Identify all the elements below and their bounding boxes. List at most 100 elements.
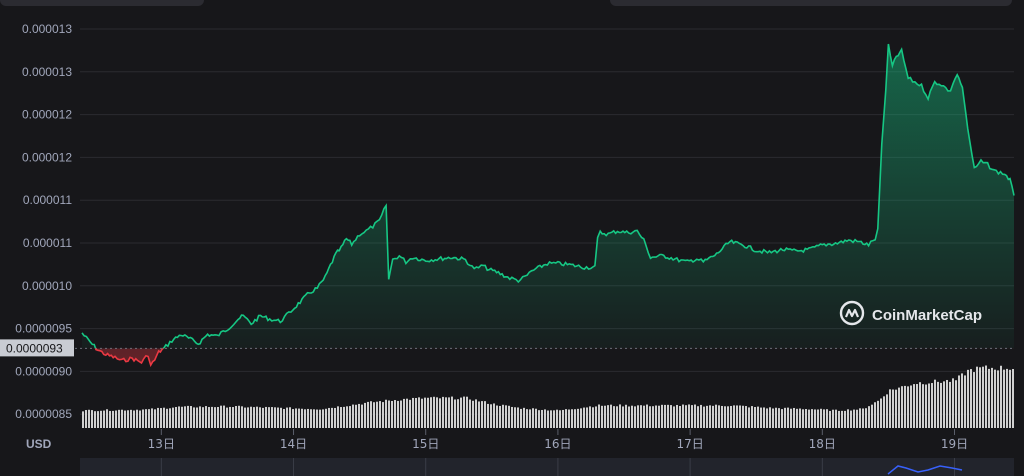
volume-bar bbox=[691, 405, 693, 428]
volume-bar bbox=[349, 406, 351, 428]
volume-bar bbox=[139, 410, 141, 428]
volume-bar bbox=[211, 406, 213, 428]
volume-bar bbox=[406, 398, 408, 428]
volume-bar bbox=[919, 382, 921, 428]
volume-bar bbox=[655, 405, 657, 428]
volume-bar bbox=[751, 406, 753, 428]
volume-bar bbox=[874, 402, 876, 428]
volume-bar bbox=[307, 408, 309, 428]
volume-bar bbox=[340, 407, 342, 428]
volume-bar bbox=[523, 407, 525, 428]
price-area bbox=[82, 44, 1014, 366]
volume-bar bbox=[775, 407, 777, 428]
volume-bar bbox=[871, 404, 873, 428]
volume-bar bbox=[961, 373, 963, 428]
volume-bar bbox=[184, 406, 186, 428]
volume-bar bbox=[832, 409, 834, 428]
volume-bar bbox=[589, 406, 591, 428]
volume-bar bbox=[427, 397, 429, 428]
volume-bar bbox=[133, 410, 135, 428]
volume-bar bbox=[550, 410, 552, 428]
volume-bar bbox=[817, 409, 819, 428]
volume-bar bbox=[493, 403, 495, 428]
volume-bar bbox=[454, 399, 456, 428]
volume-bar bbox=[646, 404, 648, 428]
volume-bar bbox=[613, 406, 615, 428]
volume-bar bbox=[955, 380, 957, 428]
range-tab-strip-right[interactable] bbox=[610, 0, 1012, 6]
volume-bar bbox=[967, 369, 969, 428]
volume-bar bbox=[664, 404, 666, 428]
volume-bar bbox=[574, 409, 576, 428]
volume-bar bbox=[772, 408, 774, 428]
volume-bar bbox=[883, 396, 885, 428]
volume-bar bbox=[931, 383, 933, 428]
volume-bar bbox=[712, 405, 714, 428]
volume-bar bbox=[331, 407, 333, 428]
volume-bar bbox=[994, 369, 996, 428]
volume-bar bbox=[652, 406, 654, 428]
volume-bar bbox=[949, 381, 951, 428]
volume-bar bbox=[103, 410, 105, 428]
volume-bar bbox=[106, 409, 108, 428]
volume-bar bbox=[937, 381, 939, 428]
y-axis-labels: 0.000013 0.000013 0.000012 0.000012 0.000011… bbox=[15, 22, 72, 421]
volume-bar bbox=[619, 404, 621, 428]
y-tick-label: 0.000011 bbox=[23, 236, 72, 250]
currency-label: USD bbox=[26, 437, 52, 451]
volume-bar bbox=[472, 400, 474, 428]
volume-bar bbox=[532, 408, 534, 428]
volume-bar bbox=[370, 401, 372, 428]
volume-bar bbox=[781, 409, 783, 428]
volume-bar bbox=[868, 406, 870, 428]
volume-bar bbox=[277, 407, 279, 428]
navigator-strip[interactable] bbox=[80, 458, 1014, 476]
volume-bar bbox=[823, 409, 825, 428]
volume-bar bbox=[145, 409, 147, 428]
volume-bar bbox=[514, 407, 516, 428]
volume-bar bbox=[274, 407, 276, 428]
volume-bar bbox=[217, 407, 219, 428]
volume-bar bbox=[280, 407, 282, 428]
volume-bar bbox=[640, 405, 642, 428]
volume-bar bbox=[112, 410, 114, 428]
volume-bar bbox=[895, 389, 897, 428]
volume-bar bbox=[91, 410, 93, 428]
volume-bar bbox=[337, 406, 339, 428]
volume-bar bbox=[934, 379, 936, 428]
volume-bar bbox=[157, 407, 159, 428]
volume-bar bbox=[466, 396, 468, 428]
volume-bar bbox=[214, 407, 216, 428]
volume-bar bbox=[577, 408, 579, 428]
x-tick-label: 14日 bbox=[280, 437, 307, 451]
volume-bar bbox=[529, 409, 531, 428]
volume-bar bbox=[430, 397, 432, 428]
x-axis: 13日 14日 15日 16日 17日 18日 19日 bbox=[148, 429, 968, 451]
volume-bar bbox=[925, 384, 927, 428]
volume-bar bbox=[256, 406, 258, 428]
range-tab-strip-left[interactable] bbox=[0, 0, 204, 6]
volume-bar bbox=[637, 405, 639, 428]
volume-bar bbox=[739, 405, 741, 428]
volume-bar bbox=[583, 407, 585, 428]
volume-bar bbox=[745, 406, 747, 428]
volume-bar bbox=[478, 401, 480, 428]
volume-bar bbox=[328, 407, 330, 428]
volume-bar bbox=[319, 409, 321, 428]
volume-bar bbox=[733, 405, 735, 428]
volume-bar bbox=[304, 409, 306, 428]
volume-bar bbox=[1006, 368, 1008, 428]
volume-bar bbox=[358, 403, 360, 428]
volume-bar bbox=[730, 405, 732, 428]
volume-bar bbox=[196, 407, 198, 428]
x-tick-label: 13日 bbox=[148, 437, 175, 451]
volume-bar bbox=[313, 409, 315, 428]
volume-bar bbox=[643, 405, 645, 428]
volume-bar bbox=[394, 400, 396, 428]
volume-bar bbox=[748, 407, 750, 428]
volume-bar bbox=[601, 405, 603, 428]
x-tick-label: 17日 bbox=[676, 437, 703, 451]
volume-bar bbox=[403, 398, 405, 428]
volume-bar bbox=[181, 406, 183, 428]
